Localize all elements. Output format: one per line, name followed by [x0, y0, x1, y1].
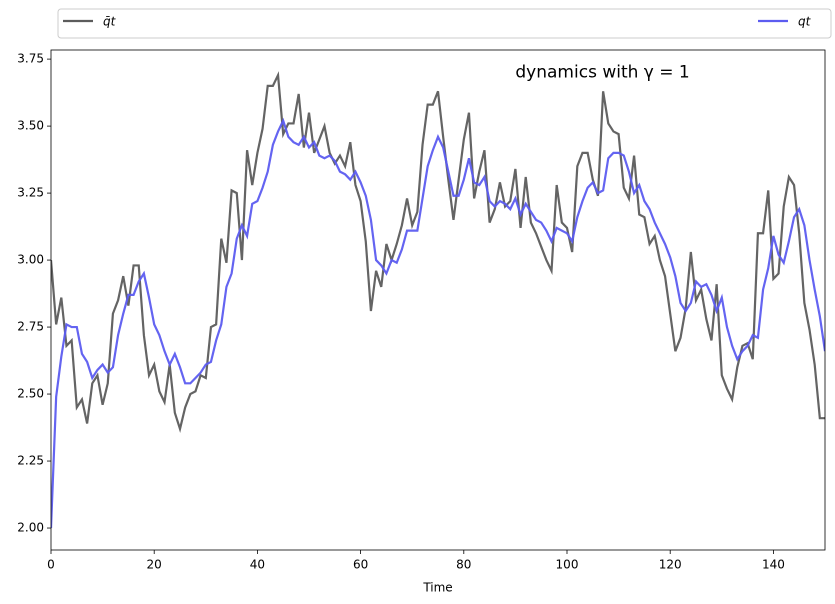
annotation: dynamics with γ = 1	[515, 63, 689, 83]
y-tick-label: 2.50	[17, 387, 44, 401]
y-tick-label: 2.25	[17, 454, 44, 468]
y-tick-label: 3.75	[17, 52, 44, 66]
x-axis-label: Time	[422, 581, 452, 595]
x-tick-label: 40	[250, 558, 265, 572]
x-tick-label: 120	[659, 558, 682, 572]
y-tick-label: 3.25	[17, 186, 44, 200]
y-tick-label: 2.00	[17, 521, 44, 535]
series-line	[51, 117, 825, 529]
y-tick-label: 3.50	[17, 119, 44, 133]
y-tick-label: 3.00	[17, 253, 44, 267]
legend-label: qt	[798, 15, 812, 29]
x-tick-label: 60	[353, 558, 368, 572]
legend-label: q̄t	[103, 15, 117, 29]
x-tick-label: 20	[147, 558, 162, 572]
x-tick-label: 100	[556, 558, 579, 572]
x-tick-label: 0	[47, 558, 55, 572]
series-line	[51, 71, 825, 433]
y-tick-label: 2.75	[17, 320, 44, 334]
legend-box	[57, 8, 832, 39]
x-tick-label: 140	[762, 558, 785, 572]
x-tick-label: 80	[456, 558, 471, 572]
plot-frame	[50, 49, 826, 551]
